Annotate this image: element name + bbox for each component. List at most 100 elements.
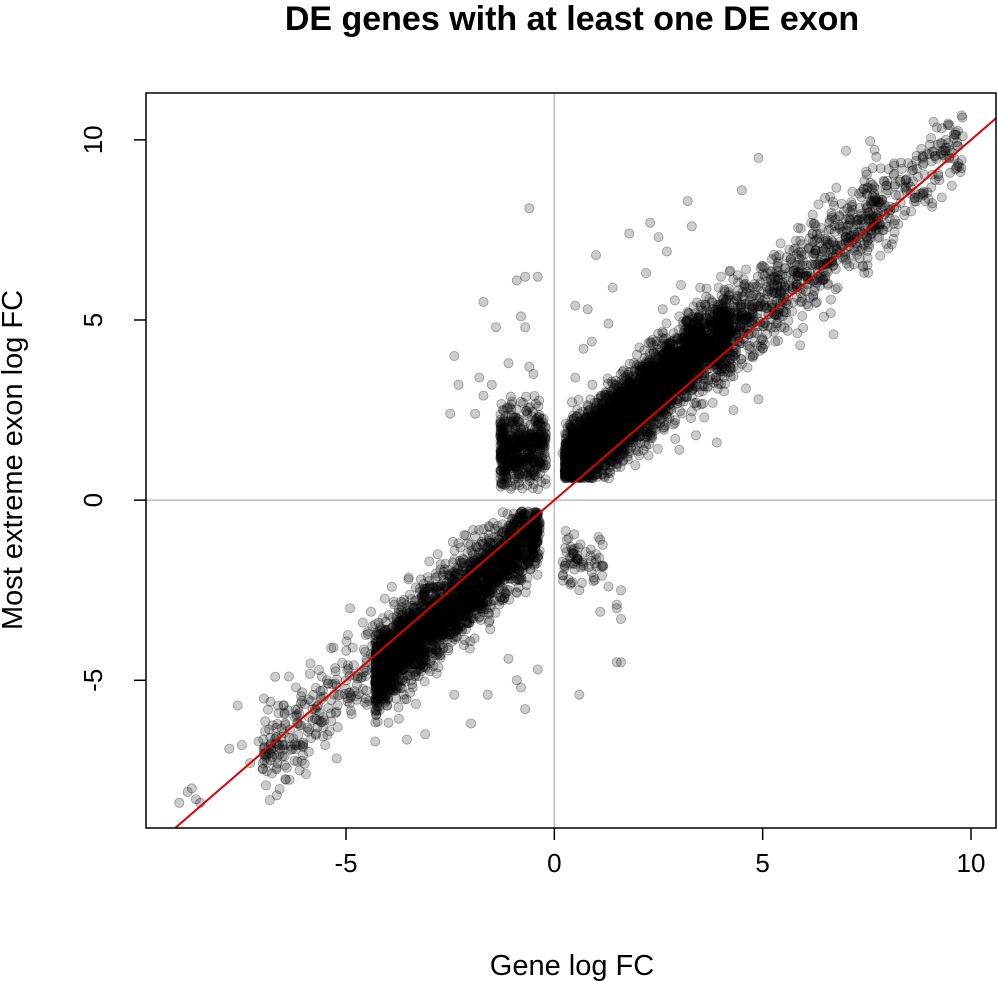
data-point [587,428,598,439]
data-point [775,238,786,249]
data-point [834,210,845,221]
data-point [644,357,655,368]
data-point [652,394,663,405]
data-point [597,437,608,448]
data-point [740,315,751,326]
data-point [825,191,836,202]
data-point [824,239,835,250]
data-point [638,390,649,401]
data-point [723,337,734,348]
data-point [882,221,893,232]
data-point [616,445,627,456]
data-point [633,410,644,421]
data-point [662,338,673,349]
data-point [831,182,842,193]
data-point [595,390,606,401]
data-point [783,315,794,326]
data-point [666,404,677,415]
data-point [589,470,600,481]
data-point [582,457,593,468]
data-point [657,327,668,338]
data-point [716,304,727,315]
data-point [587,379,598,390]
data-point [630,400,641,411]
data-point [883,164,894,175]
data-point [718,327,729,338]
data-point [619,424,630,435]
data-point [634,450,645,461]
data-point [683,308,694,319]
data-point [584,439,595,450]
data-point [682,358,693,369]
data-point [676,279,687,290]
data-point [598,432,609,443]
data-point [583,406,594,417]
reference-lines [146,93,996,828]
data-point [681,338,692,349]
data-point [627,424,638,435]
data-point [721,322,732,333]
data-point [729,307,740,318]
data-point [688,340,699,351]
data-point [630,460,641,471]
data-point [566,471,577,482]
data-point [671,332,682,343]
data-point [594,412,605,423]
data-point [580,448,591,459]
data-point [715,325,726,336]
data-point [834,221,845,232]
data-point [601,422,612,433]
data-point [684,361,695,372]
data-point [708,311,719,322]
data-point [682,374,693,385]
data-point [587,425,598,436]
data-point [895,176,906,187]
data-point [681,363,692,374]
data-point [680,371,691,382]
data-point [716,363,727,374]
data-point [689,343,700,354]
data-point [575,463,586,474]
data-point [613,397,624,408]
data-point [605,461,616,472]
data-point [615,395,626,406]
data-point [651,385,662,396]
data-point [610,412,621,423]
data-point [911,150,922,161]
data-point [863,214,874,225]
data-point [576,448,587,459]
data-point [642,403,653,414]
data-point [716,366,727,377]
data-point [663,371,674,382]
data-point [631,401,642,412]
data-point [567,471,578,482]
data-point [599,460,610,471]
data-point [566,469,577,480]
data-point [687,360,698,371]
data-point [583,439,594,450]
data-point [623,422,634,433]
data-point [655,386,666,397]
data-point [618,365,629,376]
data-point [691,397,702,408]
data-point [841,258,852,269]
data-point [926,133,937,144]
data-point [659,389,670,400]
data-point [576,438,587,449]
data-point [703,330,714,341]
data-point [829,200,840,211]
data-point [659,390,670,401]
data-point [871,151,882,162]
data-point [657,372,668,383]
data-point [847,186,858,197]
data-point [752,340,763,351]
data-point [584,436,595,447]
data-point [865,136,876,147]
data-point [614,416,625,427]
data-point [844,218,855,229]
data-point [627,387,638,398]
data-point [568,452,579,463]
data-point [562,428,573,439]
data-point [610,394,621,405]
